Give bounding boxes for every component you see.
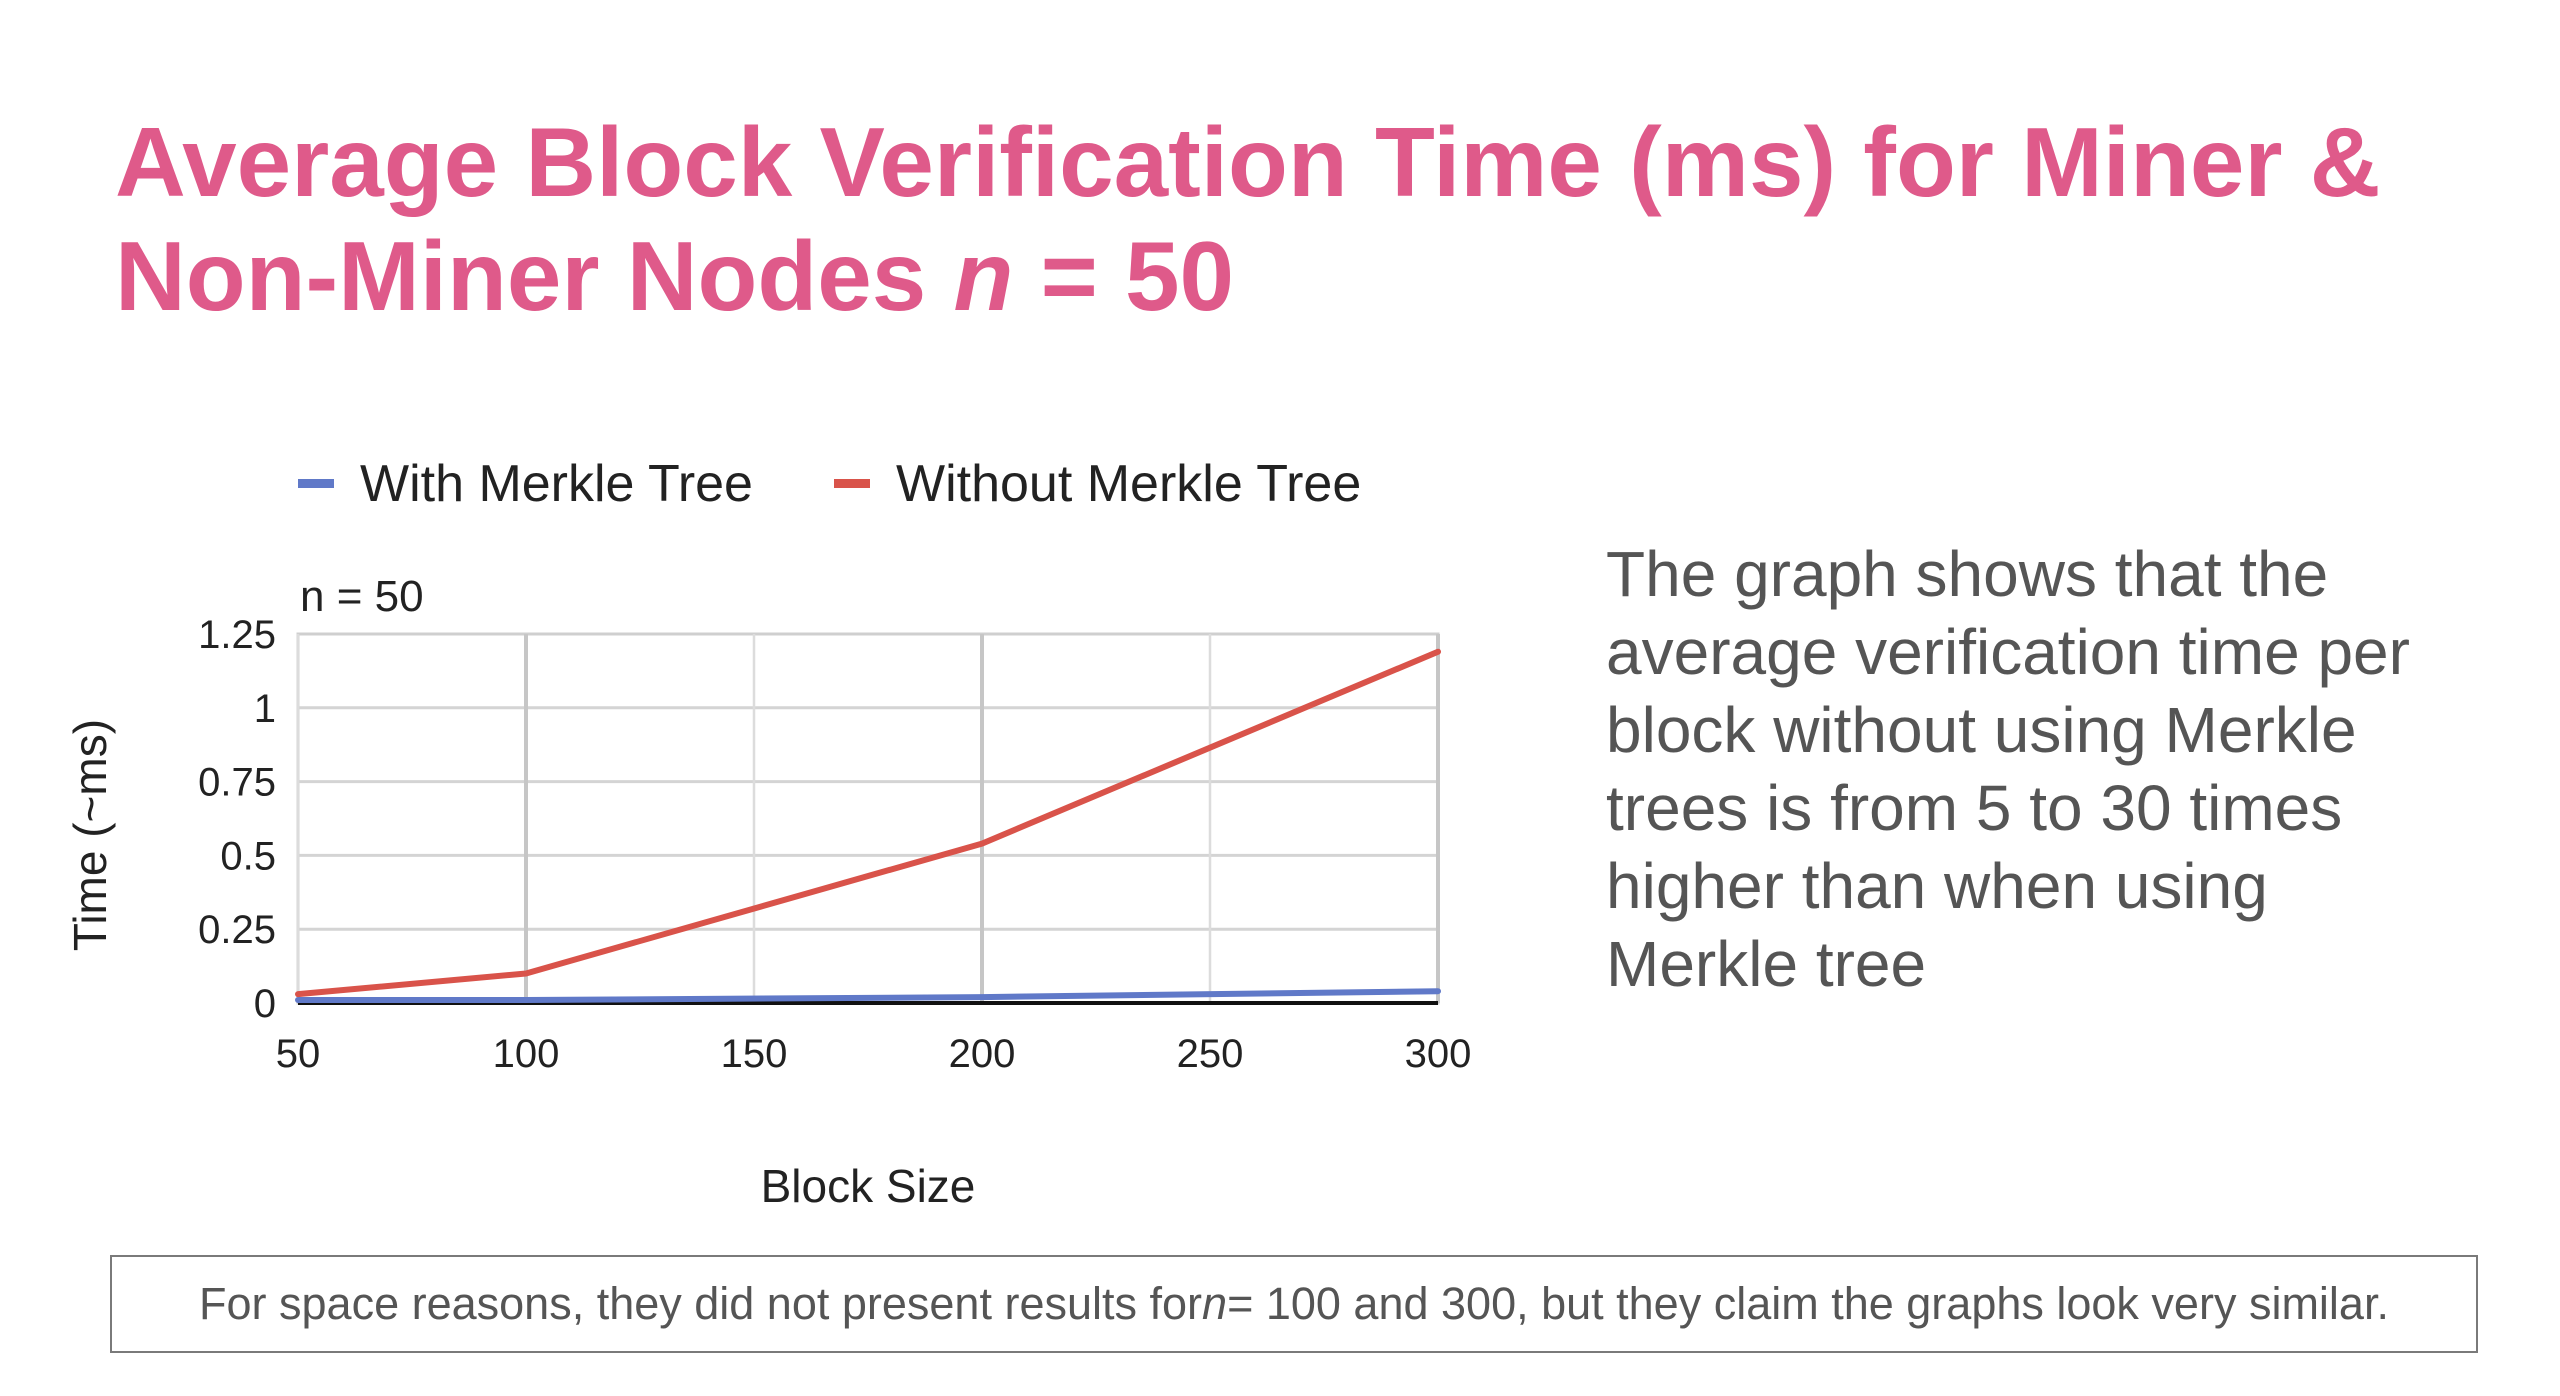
chart-series (295, 648, 1441, 1004)
series-line-1 (295, 988, 1441, 1004)
slide-title: Average Block Verification Time (ms) for… (115, 105, 2455, 333)
y-tick-label: 1 (254, 687, 276, 731)
y-tick-label: 0 (254, 982, 276, 1026)
slide-title-value: = 50 (1013, 221, 1235, 331)
y-tick-label: 1.25 (198, 613, 276, 657)
chart-title: n = 50 (300, 572, 424, 621)
x-tick-label: 100 (493, 1032, 560, 1076)
plot-area (296, 632, 1440, 1005)
line-chart: With Merkle Tree Without Merkle Tree n = … (64, 455, 1472, 1212)
footnote-variable: n (1202, 1278, 1228, 1329)
slide-title-main: Average Block Verification Time (ms) for… (115, 107, 2381, 331)
legend-swatch (834, 479, 870, 488)
x-tick-label: 200 (949, 1032, 1016, 1076)
chart-grid (296, 632, 1440, 1005)
summary-text: The graph shows that the average verific… (1606, 538, 2410, 1000)
chart-legend: With Merkle Tree Without Merkle Tree (298, 455, 1361, 513)
legend-label: Without Merkle Tree (896, 455, 1361, 513)
y-tick-label: 0.25 (198, 908, 276, 952)
footnote-text-before: For space reasons, they did not present … (199, 1278, 1203, 1329)
legend-label: With Merkle Tree (360, 455, 753, 513)
series-line-2 (295, 648, 1441, 998)
footnote-box: For space reasons, they did not present … (110, 1255, 2478, 1353)
x-tick-label: 50 (276, 1032, 321, 1076)
x-axis-label: Block Size (761, 1160, 976, 1212)
y-tick-label: 0.5 (220, 834, 276, 878)
x-tick-label: 300 (1405, 1032, 1472, 1076)
y-axis-label: Time (~ms) (64, 719, 116, 951)
x-tick-label: 150 (721, 1032, 788, 1076)
y-axis-ticks: 0 0.25 0.5 0.75 1 1.25 (198, 613, 276, 1026)
slide-title-variable: n (953, 221, 1014, 331)
x-tick-label: 250 (1177, 1032, 1244, 1076)
y-tick-label: 0.75 (198, 761, 276, 805)
x-axis-ticks: 50 100 150 200 250 300 (276, 1032, 1472, 1076)
footnote-text-after: = 100 and 300, but they claim the graphs… (1227, 1278, 2389, 1329)
legend-swatch (298, 479, 334, 488)
